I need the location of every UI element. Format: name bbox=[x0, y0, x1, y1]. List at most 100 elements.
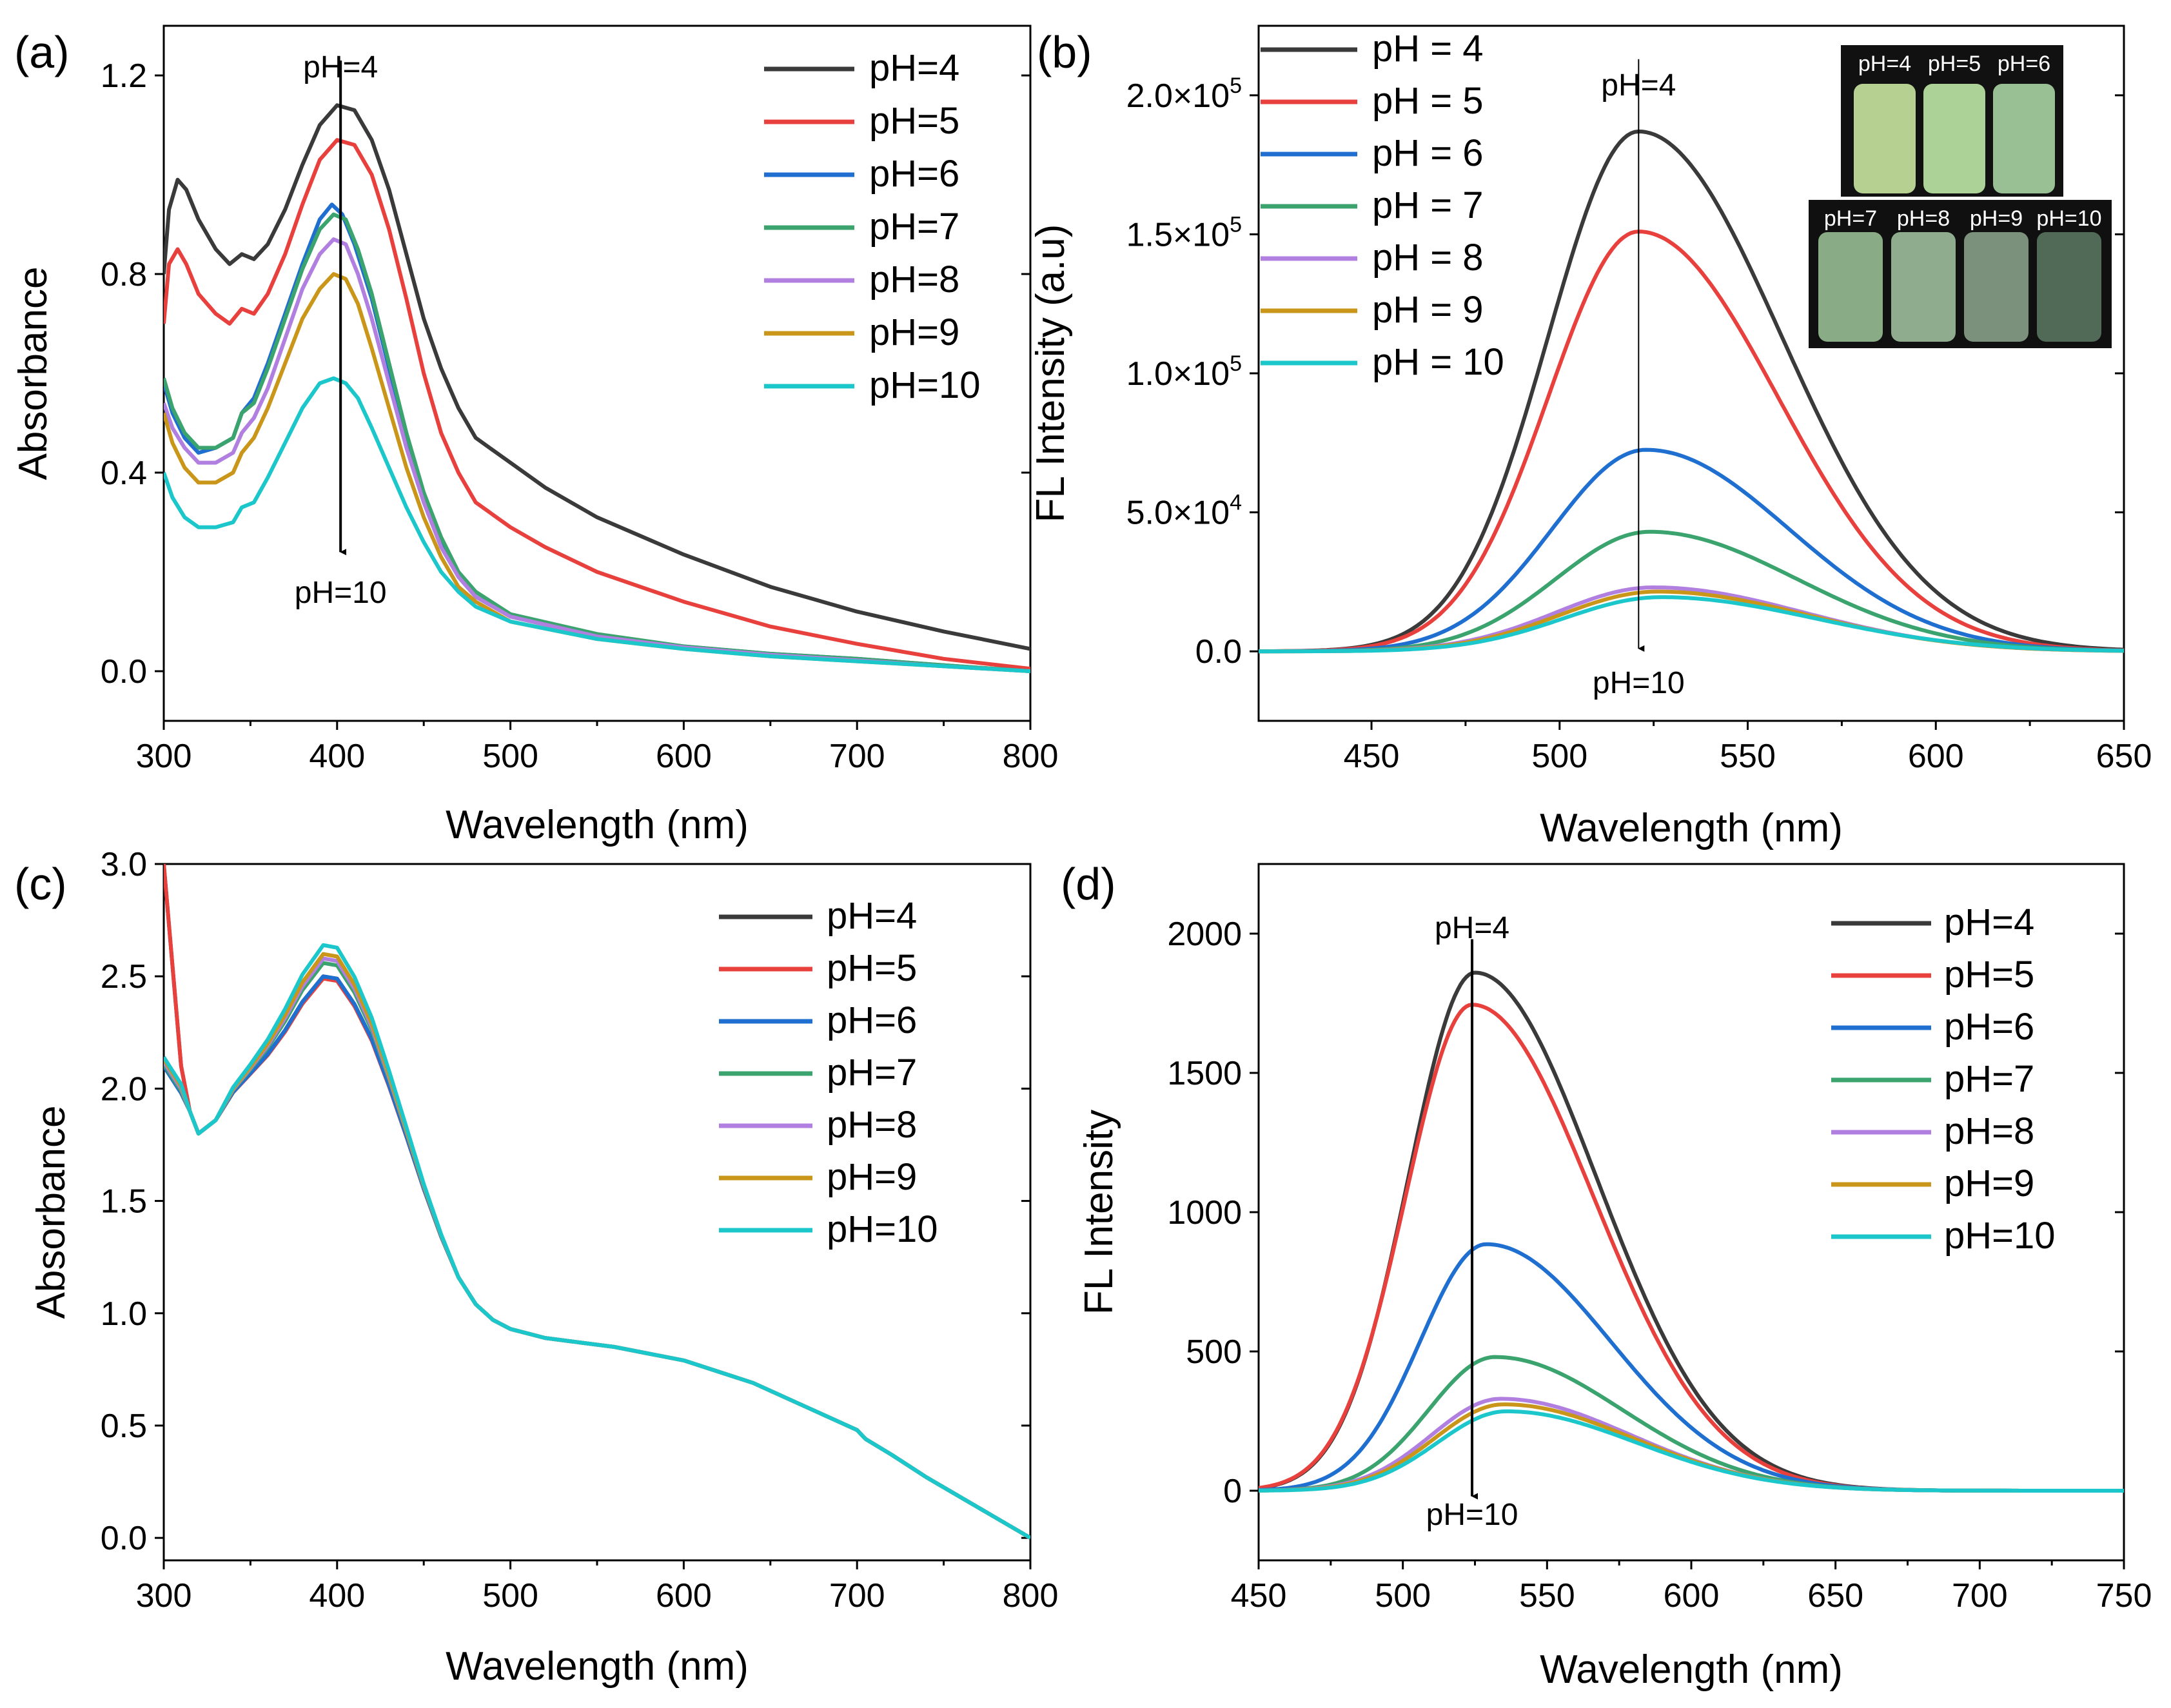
y-tick-base: 2.0×10 bbox=[1126, 77, 1230, 115]
y-tick-base: 5.0×10 bbox=[1126, 495, 1230, 532]
panel-3: 450 500 550 600 650 700 7500500100015002000Wav… bbox=[1061, 859, 2152, 1692]
x-tick-label: 700 bbox=[829, 1577, 885, 1615]
legend-label: pH=4 bbox=[827, 895, 917, 937]
legend-label: pH=5 bbox=[1944, 954, 2034, 996]
arrow-bottom-label: pH=10 bbox=[295, 576, 387, 610]
panel-2: 300 400 500 600 700 800 0.0 0.5 1.0 1.5 2.0 2.5 3.0 W… bbox=[14, 846, 1058, 1689]
y-axis-title: FL Intensity bbox=[1077, 1110, 1121, 1315]
arrow-top-label: pH=4 bbox=[1601, 68, 1676, 103]
legend-label: pH=6 bbox=[827, 999, 917, 1041]
x-tick-label: 600 bbox=[1664, 1577, 1720, 1615]
vial-top bbox=[1993, 84, 2055, 193]
x-tick-label: 450 bbox=[1344, 738, 1400, 775]
y-axis-title: Absorbance bbox=[11, 267, 55, 480]
x-tick-label: 600 bbox=[656, 738, 712, 775]
y-tick-label: 0.5 bbox=[101, 1408, 147, 1445]
legend-label: pH=8 bbox=[1944, 1110, 2034, 1152]
legend-label: pH = 10 bbox=[1372, 341, 1504, 383]
x-tick-label: 500 bbox=[482, 1577, 538, 1615]
x-tick-label: 650 bbox=[1807, 1577, 1863, 1615]
x-tick-label: 650 bbox=[2096, 738, 2152, 775]
y-tick-label: 0.0 bbox=[1195, 633, 1242, 671]
x-tick-label: 500 bbox=[1375, 1577, 1431, 1615]
y-tick-label: 1.2 bbox=[101, 57, 147, 95]
legend-label: pH=8 bbox=[827, 1104, 917, 1146]
x-tick-label: 550 bbox=[1519, 1577, 1575, 1615]
x-tick-label: 600 bbox=[1908, 738, 1964, 775]
panel-label: (d) bbox=[1061, 859, 1116, 909]
legend-label: pH=6 bbox=[1944, 1006, 2034, 1048]
legend-label: pH=7 bbox=[827, 1052, 917, 1094]
legend-label: pH = 8 bbox=[1372, 237, 1484, 279]
series-line-pH=10 bbox=[164, 378, 1030, 671]
inset-label: pH=5 bbox=[1928, 52, 1981, 76]
legend-label: pH=4 bbox=[869, 47, 959, 89]
x-axis-title: Wavelength (nm) bbox=[1540, 806, 1843, 850]
legend-label: pH=9 bbox=[827, 1156, 917, 1198]
y-tick-exponent: 5 bbox=[1230, 212, 1242, 237]
y-tick-label: 1.0 bbox=[101, 1295, 147, 1333]
y-tick-exponent: 5 bbox=[1230, 74, 1242, 98]
series-line-pH=7 bbox=[164, 963, 1030, 1538]
vial-bottom bbox=[2037, 232, 2101, 342]
panel-label: (c) bbox=[14, 859, 67, 909]
arrow-top-label: pH=4 bbox=[303, 50, 378, 84]
inset-label: pH=7 bbox=[1824, 206, 1877, 231]
arrow-bottom-label: pH=10 bbox=[1426, 1498, 1518, 1532]
legend-label: pH=8 bbox=[869, 259, 959, 300]
legend-label: pH=10 bbox=[1944, 1215, 2056, 1257]
series-line-pH=8 bbox=[1259, 1399, 2124, 1491]
x-tick-label: 400 bbox=[309, 1577, 365, 1615]
y-tick-base: 1.0×10 bbox=[1126, 355, 1230, 393]
y-tick-label: 0.0 bbox=[101, 653, 147, 691]
y-tick-label: 1.0×105 bbox=[1126, 351, 1242, 393]
y-tick-label: 0.8 bbox=[101, 256, 147, 293]
y-tick-label: 5.0×104 bbox=[1126, 491, 1242, 532]
y-axis-title: FL Intensity (a.u) bbox=[1028, 224, 1073, 523]
legend-label: pH=10 bbox=[827, 1208, 938, 1250]
inset-label: pH=10 bbox=[2036, 206, 2101, 231]
y-tick-label: 2.5 bbox=[101, 958, 147, 996]
vial-bottom bbox=[1891, 232, 1956, 342]
arrow-top-label: pH=4 bbox=[1435, 911, 1509, 945]
x-tick-label: 300 bbox=[136, 738, 192, 775]
legend-label: pH=5 bbox=[827, 947, 917, 989]
x-tick-label: 300 bbox=[136, 1577, 192, 1615]
y-tick-base: 1.5×10 bbox=[1126, 216, 1230, 253]
legend-label: pH=7 bbox=[1944, 1058, 2034, 1100]
legend-label: pH = 6 bbox=[1372, 132, 1484, 174]
legend-label: pH = 4 bbox=[1372, 28, 1484, 70]
panel-label: (b) bbox=[1037, 27, 1092, 77]
legend-label: pH=4 bbox=[1944, 901, 2034, 943]
y-tick-label: 0 bbox=[1223, 1473, 1242, 1510]
vial-top bbox=[1854, 84, 1916, 193]
y-tick-label: 0.0 bbox=[101, 1520, 147, 1557]
x-axis-title: Wavelength (nm) bbox=[446, 1644, 749, 1689]
y-tick-label: 500 bbox=[1186, 1333, 1242, 1371]
series-line-pH=9 bbox=[1259, 1404, 2124, 1491]
arrow-bottom-label: pH=10 bbox=[1593, 666, 1685, 700]
inset-label: pH=9 bbox=[1970, 206, 2023, 231]
x-tick-label: 600 bbox=[656, 1577, 712, 1615]
series-line-pH=6 bbox=[1259, 450, 2124, 652]
x-tick-label: 700 bbox=[1952, 1577, 2008, 1615]
x-tick-label: 700 bbox=[829, 738, 885, 775]
y-tick-label: 2.0 bbox=[101, 1070, 147, 1108]
y-tick-exponent: 4 bbox=[1230, 491, 1242, 515]
legend-label: pH = 7 bbox=[1372, 184, 1484, 226]
y-tick-label: 1000 bbox=[1167, 1194, 1242, 1232]
legend-label: pH=6 bbox=[869, 153, 959, 195]
legend-label: pH=9 bbox=[1944, 1163, 2034, 1204]
x-axis-title: Wavelength (nm) bbox=[1540, 1647, 1843, 1692]
y-tick-label: 2.0×105 bbox=[1126, 74, 1242, 115]
y-tick-exponent: 5 bbox=[1230, 351, 1242, 376]
y-tick-label: 2000 bbox=[1167, 916, 1242, 953]
x-tick-label: 550 bbox=[1720, 738, 1776, 775]
y-tick-label: 1.5×105 bbox=[1126, 212, 1242, 253]
vial-top bbox=[1923, 84, 1985, 193]
vial-bottom bbox=[1818, 232, 1883, 342]
y-tick-base: 0.0 bbox=[1195, 633, 1242, 671]
inset-label: pH=6 bbox=[1998, 52, 2050, 76]
legend-label: pH = 5 bbox=[1372, 80, 1484, 122]
y-tick-label: 0.4 bbox=[101, 455, 147, 492]
